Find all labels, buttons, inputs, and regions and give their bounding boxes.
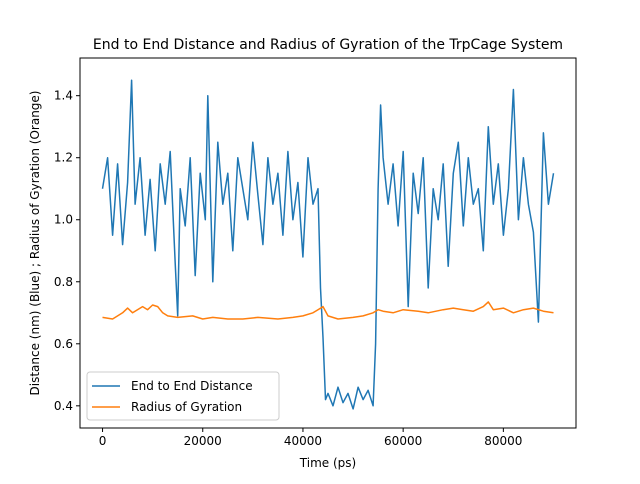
y-tick-label: 1.2 [54, 151, 73, 165]
x-tick-label: 80000 [484, 434, 522, 448]
chart-title: End to End Distance and Radius of Gyrati… [93, 37, 563, 53]
legend-box [86, 371, 280, 421]
x-tick-label: 0 [99, 434, 107, 448]
y-axis: 0.4 0.6 0.8 1.0 1.2 1.4 [54, 89, 80, 413]
x-axis-label: Time (ps) [299, 456, 356, 470]
legend-label-radius-of-gyration: Radius of Gyration [131, 400, 242, 414]
y-tick-label: 0.8 [54, 275, 73, 289]
y-tick-label: 1.4 [54, 89, 73, 103]
plot-frame [79, 57, 577, 429]
x-tick-label: 40000 [284, 434, 322, 448]
y-tick-label: 0.4 [54, 399, 73, 413]
x-tick-label: 20000 [184, 434, 222, 448]
y-axis-label: Distance (nm) (Blue) ; Radius of Gyratio… [28, 91, 42, 396]
series-radius-of-gyration [102, 301, 554, 320]
x-axis: 0 20000 40000 60000 80000 [99, 428, 522, 448]
legend: End to End Distance Radius of Gyration [86, 371, 280, 421]
series-end-to-end-distance [101, 79, 555, 410]
y-tick-label: 1.0 [54, 213, 73, 227]
legend-label-end-to-end: End to End Distance [131, 379, 253, 393]
x-tick-label: 60000 [384, 434, 422, 448]
series-layer [101, 79, 555, 410]
y-tick-label: 0.6 [54, 337, 73, 351]
